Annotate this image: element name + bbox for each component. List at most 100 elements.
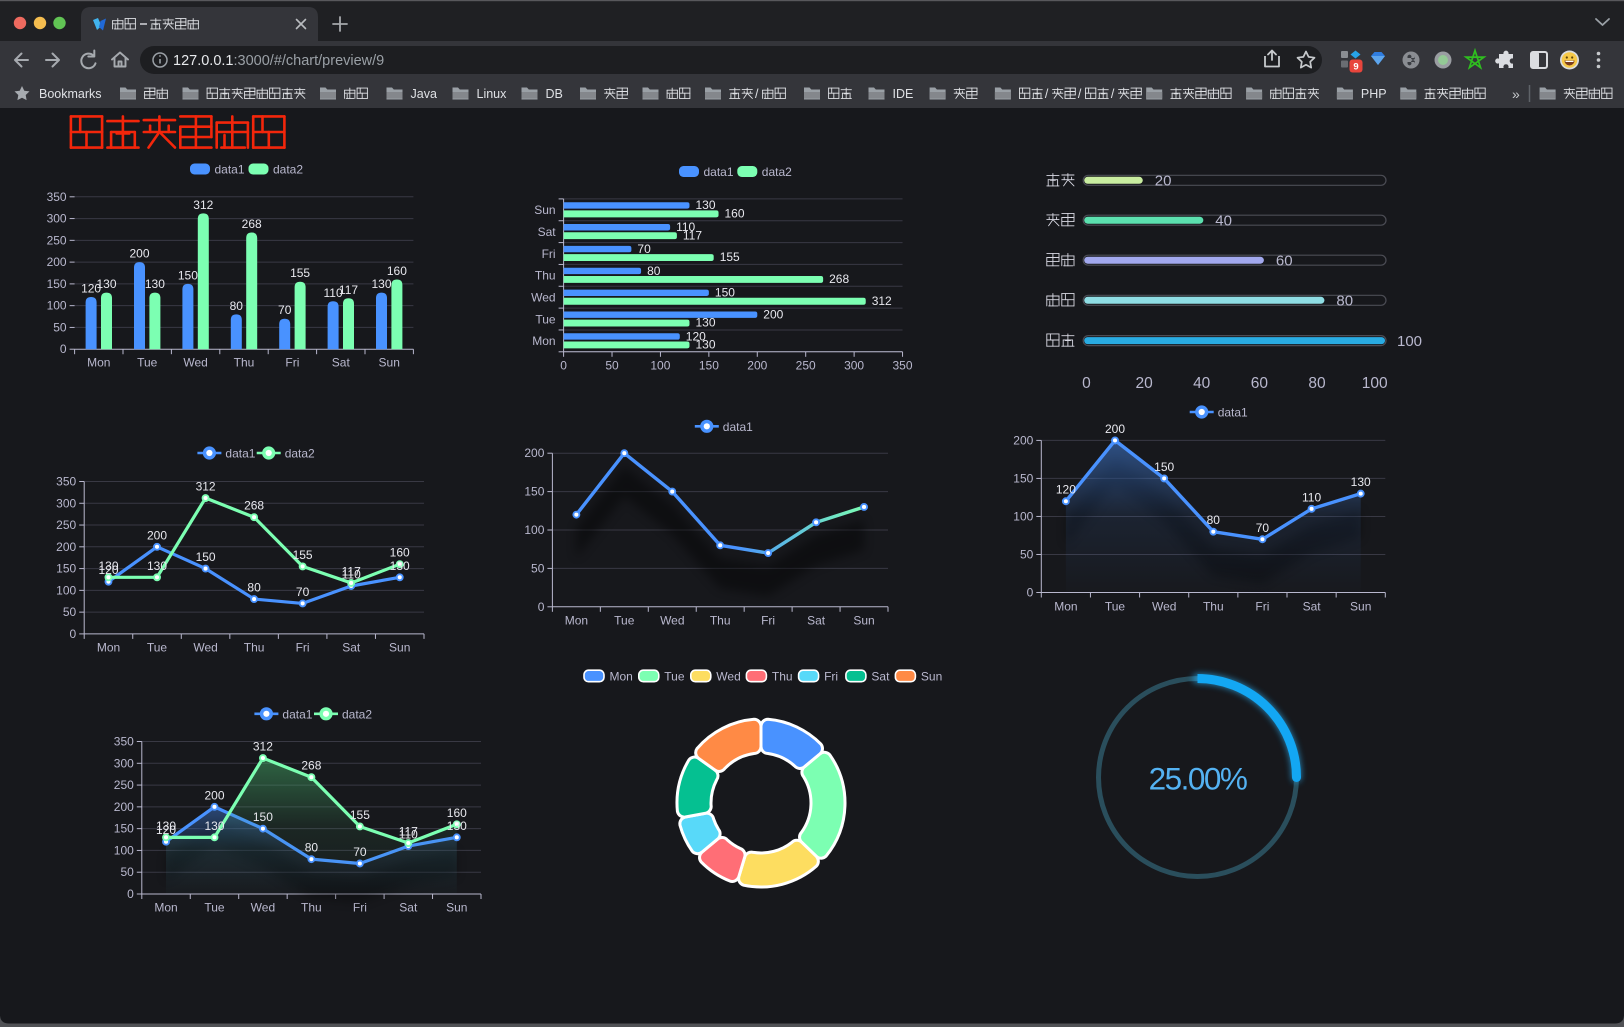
svg-text:120: 120 — [1056, 483, 1076, 497]
svg-text:70: 70 — [353, 845, 367, 859]
svg-text:120: 120 — [686, 329, 706, 343]
svg-text:data1: data1 — [1218, 406, 1248, 420]
svg-text:130: 130 — [98, 559, 118, 573]
svg-text:50: 50 — [53, 320, 67, 334]
svg-text:150: 150 — [715, 286, 735, 300]
svg-text:200: 200 — [47, 255, 67, 269]
svg-text:Sun: Sun — [389, 641, 410, 655]
svg-text:Sat: Sat — [807, 613, 826, 627]
svg-text:Bookmarks: Bookmarks — [39, 87, 102, 101]
svg-text:200: 200 — [524, 446, 544, 460]
svg-text:Wed: Wed — [660, 613, 684, 627]
svg-text:0: 0 — [1082, 375, 1091, 392]
svg-text:Wed: Wed — [531, 291, 555, 305]
svg-text:100: 100 — [1362, 375, 1388, 392]
svg-text:Mon: Mon — [565, 613, 588, 627]
svg-text:100: 100 — [114, 843, 134, 857]
svg-text:150: 150 — [196, 550, 216, 564]
svg-text:80: 80 — [1308, 375, 1326, 392]
svg-text:300: 300 — [56, 496, 76, 510]
svg-text:»: » — [1512, 86, 1520, 102]
svg-text:Mon: Mon — [1054, 599, 1077, 613]
svg-text:80: 80 — [230, 299, 244, 313]
svg-text:Mon: Mon — [97, 641, 120, 655]
svg-text:Linux: Linux — [477, 87, 508, 101]
svg-text:Fri: Fri — [296, 641, 310, 655]
svg-text:150: 150 — [1013, 471, 1033, 485]
svg-text:130: 130 — [696, 338, 716, 352]
svg-text:Fri: Fri — [761, 613, 775, 627]
svg-text:50: 50 — [120, 865, 134, 879]
svg-text:200: 200 — [204, 788, 224, 802]
svg-text:Sat: Sat — [332, 356, 351, 370]
svg-text:Fri: Fri — [285, 356, 299, 370]
svg-text:Wed: Wed — [716, 670, 740, 684]
svg-text:110: 110 — [676, 220, 695, 234]
svg-text:Tue: Tue — [137, 356, 158, 370]
svg-text:60: 60 — [1276, 253, 1293, 270]
svg-text:200: 200 — [147, 528, 167, 542]
svg-text:Fri: Fri — [353, 901, 367, 915]
svg-text:110: 110 — [324, 286, 343, 300]
svg-text:160: 160 — [447, 806, 467, 820]
svg-text:20: 20 — [1135, 375, 1153, 392]
svg-text:/: / — [1111, 87, 1115, 101]
svg-text:Fri: Fri — [542, 247, 556, 261]
svg-text:200: 200 — [129, 247, 149, 261]
svg-text:Fri: Fri — [824, 670, 838, 684]
svg-text:data1: data1 — [704, 165, 734, 179]
svg-text:150: 150 — [114, 822, 134, 836]
svg-text::3000/#/chart/preview/9: :3000/#/chart/preview/9 — [234, 53, 385, 69]
svg-text:300: 300 — [114, 756, 134, 770]
svg-text:40: 40 — [1193, 375, 1211, 392]
svg-text:Tue: Tue — [535, 312, 556, 326]
svg-text:50: 50 — [531, 561, 545, 575]
svg-text:312: 312 — [872, 294, 892, 308]
svg-text:150: 150 — [178, 268, 198, 282]
svg-text:200: 200 — [114, 800, 134, 814]
svg-text:130: 130 — [390, 559, 410, 573]
svg-text:25.00%: 25.00% — [1149, 761, 1247, 797]
svg-text:200: 200 — [747, 359, 767, 373]
svg-text:130: 130 — [145, 277, 165, 291]
svg-text:100: 100 — [1013, 510, 1033, 524]
svg-text:250: 250 — [114, 778, 134, 792]
svg-text:200: 200 — [1013, 433, 1033, 447]
svg-text:/: / — [1045, 87, 1049, 101]
svg-text:Mon: Mon — [532, 334, 555, 348]
svg-text:160: 160 — [725, 207, 745, 221]
svg-text:300: 300 — [47, 212, 67, 226]
svg-text:9: 9 — [1353, 62, 1358, 73]
svg-text:data2: data2 — [762, 165, 792, 179]
svg-text:Tue: Tue — [1105, 599, 1126, 613]
svg-text:160: 160 — [387, 264, 407, 278]
svg-text:117: 117 — [339, 283, 358, 297]
svg-text:130: 130 — [156, 819, 176, 833]
svg-text:110: 110 — [342, 568, 361, 582]
svg-text:Sun: Sun — [446, 901, 467, 915]
svg-text:IDE: IDE — [893, 87, 914, 101]
svg-text:Tue: Tue — [664, 670, 685, 684]
svg-text:117: 117 — [683, 228, 702, 242]
svg-text:Thu: Thu — [301, 901, 322, 915]
svg-text:50: 50 — [605, 359, 619, 373]
svg-text:data1: data1 — [215, 163, 245, 177]
svg-text:130: 130 — [447, 819, 467, 833]
svg-text:100: 100 — [47, 299, 67, 313]
svg-text:Mon: Mon — [610, 670, 633, 684]
svg-text:data2: data2 — [342, 707, 372, 721]
svg-text:150: 150 — [47, 277, 67, 291]
svg-text:100: 100 — [56, 583, 76, 597]
svg-text:80: 80 — [1336, 293, 1353, 310]
svg-text:130: 130 — [696, 316, 716, 330]
svg-text:100: 100 — [650, 359, 670, 373]
svg-text:Wed: Wed — [193, 641, 217, 655]
svg-text:data1: data1 — [723, 420, 753, 434]
svg-text:268: 268 — [829, 272, 849, 286]
svg-text:268: 268 — [244, 499, 264, 513]
svg-text:150: 150 — [699, 359, 719, 373]
svg-text:120: 120 — [81, 281, 101, 295]
svg-text:200: 200 — [56, 540, 76, 554]
svg-text:data1: data1 — [282, 707, 312, 721]
svg-text:Sat: Sat — [538, 225, 557, 239]
